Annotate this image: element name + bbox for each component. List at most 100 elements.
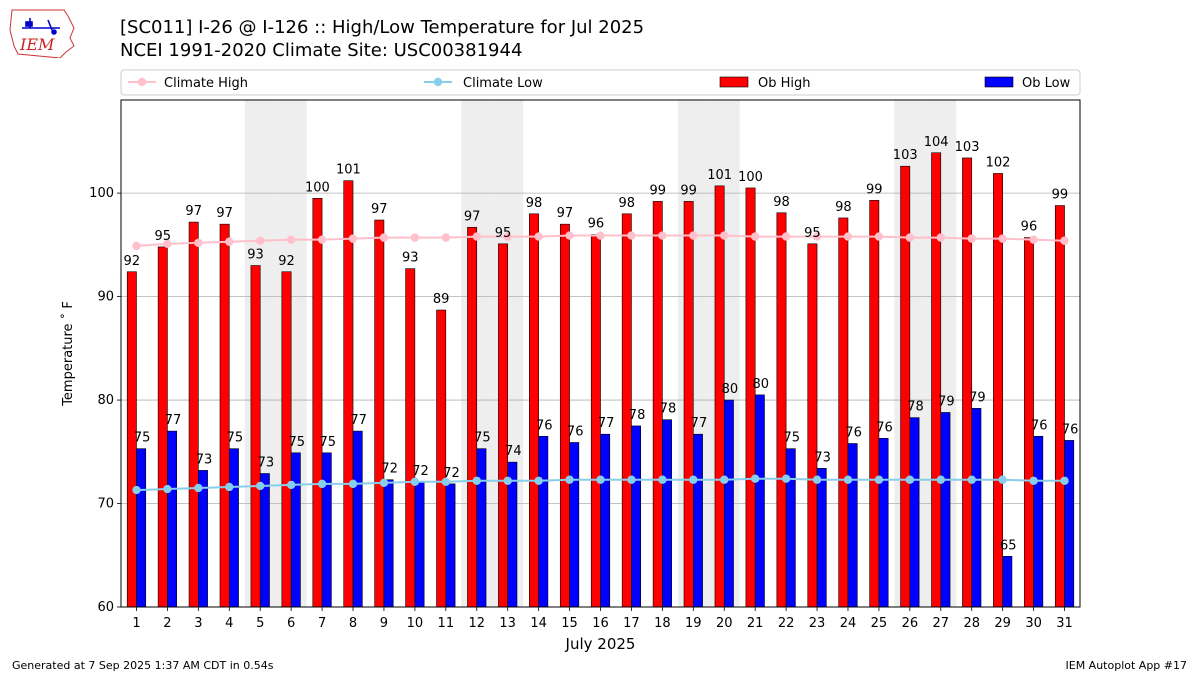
x-tick-label: 29: [994, 616, 1011, 631]
climate-low-point: [410, 477, 420, 487]
ob-low-label: 80: [753, 377, 770, 392]
climate-low-point: [596, 475, 605, 484]
ob-low-label: 73: [196, 452, 213, 467]
ob-high-label: 97: [216, 206, 233, 221]
climate-low-point: [750, 474, 760, 483]
x-tick-label: 23: [809, 616, 826, 631]
ob-high-bar: [931, 152, 942, 608]
ob-low-bar: [352, 430, 363, 608]
ob-low-label: 72: [443, 466, 460, 481]
ob-high-label: 93: [247, 248, 264, 263]
ob-low-bar: [1033, 435, 1044, 608]
ob-low-bar: [662, 419, 672, 608]
climate-low-point: [503, 476, 512, 485]
ob-low-bar: [383, 479, 394, 608]
ob-low-bar: [600, 433, 611, 608]
ob-high-label: 103: [893, 148, 918, 163]
legend-swatch-bar: [984, 76, 1014, 88]
x-tick-label: 8: [349, 616, 357, 631]
x-tick-label: 27: [933, 616, 950, 631]
x-tick-label: 31: [1056, 616, 1073, 631]
ob-high-label: 98: [773, 195, 790, 210]
ob-low-bar: [321, 452, 332, 608]
x-tick-label: 22: [778, 616, 795, 631]
chart-subtitle: NCEI 1991-2020 Climate Site: USC00381944: [120, 40, 523, 61]
ob-high-bar: [436, 309, 447, 608]
climate-high-point: [317, 235, 327, 244]
climate-low-point: [658, 475, 667, 484]
ob-high-label: 104: [924, 135, 949, 150]
ob-high-bar: [962, 157, 973, 608]
climate-low-point: [936, 475, 945, 484]
climate-high-point: [750, 232, 760, 241]
x-tick-label: 19: [685, 616, 702, 631]
ob-high-label: 99: [866, 182, 883, 197]
x-tick-label: 4: [225, 616, 233, 631]
climate-low-point: [534, 476, 543, 485]
ob-low-label: 74: [505, 444, 522, 459]
x-tick-label: 21: [747, 616, 764, 631]
ob-low-label: 76: [567, 424, 584, 439]
y-tick-label: 70: [97, 497, 114, 512]
ob-low-label: 78: [660, 402, 677, 417]
ob-high-label: 89: [433, 292, 450, 307]
climate-low-point: [194, 483, 203, 493]
ob-low-bar: [445, 483, 456, 608]
climate-low-point: [689, 475, 698, 484]
ob-high-label: 95: [495, 226, 512, 241]
ob-low-label: 73: [258, 456, 275, 471]
climate-low-point: [163, 484, 172, 494]
climate-high-point: [874, 232, 884, 241]
climate-low-point: [565, 475, 574, 484]
x-tick-label: 10: [407, 616, 424, 631]
ob-high-bar: [312, 197, 323, 608]
y-axis-label: Temperature ˚ F: [60, 301, 76, 407]
climate-high-point: [905, 233, 915, 242]
climate-high-point: [379, 233, 389, 242]
ob-low-label: 73: [814, 450, 831, 465]
ob-high-bar: [405, 268, 416, 608]
climate-high-point: [1060, 236, 1069, 245]
ob-high-bar: [776, 212, 787, 608]
x-tick-label: 26: [902, 616, 919, 631]
climate-low-point: [256, 481, 265, 491]
climate-low-point: [379, 478, 389, 488]
climate-low-point: [998, 475, 1007, 484]
ob-low-bar: [290, 452, 301, 608]
ob-high-label: 92: [278, 254, 295, 269]
ob-low-label: 77: [691, 416, 708, 431]
ob-high-label: 97: [557, 206, 574, 221]
legend-label: Ob Low: [1022, 76, 1071, 91]
generated-note: Generated at 7 Sep 2025 1:37 AM CDT in 0…: [12, 659, 274, 672]
ob-high-bar: [374, 219, 385, 608]
ob-low-bar: [816, 468, 827, 608]
ob-low-bar: [693, 433, 703, 608]
ob-low-bar: [476, 448, 487, 608]
logo-text: IEM: [19, 35, 55, 54]
ob-low-label: 79: [969, 390, 986, 405]
ob-low-bar: [878, 438, 889, 608]
ob-low-bar: [259, 473, 270, 608]
x-tick-label: 14: [530, 616, 547, 631]
climate-high-point: [132, 241, 141, 251]
climate-low-point: [812, 475, 822, 484]
ob-high-bar: [869, 200, 880, 608]
ob-low-bar: [971, 408, 982, 608]
climate-low-point: [348, 479, 358, 489]
x-tick-label: 1: [132, 616, 140, 631]
weather-station-icon: [22, 18, 60, 35]
ob-low-bar: [723, 399, 734, 608]
ob-low-label: 75: [134, 431, 151, 446]
ob-low-label: 77: [598, 416, 615, 431]
y-tick-label: 80: [97, 393, 114, 408]
ob-high-label: 101: [336, 163, 361, 178]
climate-low-point: [905, 475, 915, 484]
climate-high-point: [565, 231, 574, 240]
legend-box: [120, 69, 1081, 96]
ob-low-bar: [754, 394, 765, 608]
ob-high-label: 93: [402, 251, 419, 266]
ob-low-label: 78: [629, 408, 646, 423]
ob-high-bar: [188, 221, 199, 608]
x-tick-label: 12: [468, 616, 485, 631]
legend-swatch-bar: [719, 76, 749, 88]
